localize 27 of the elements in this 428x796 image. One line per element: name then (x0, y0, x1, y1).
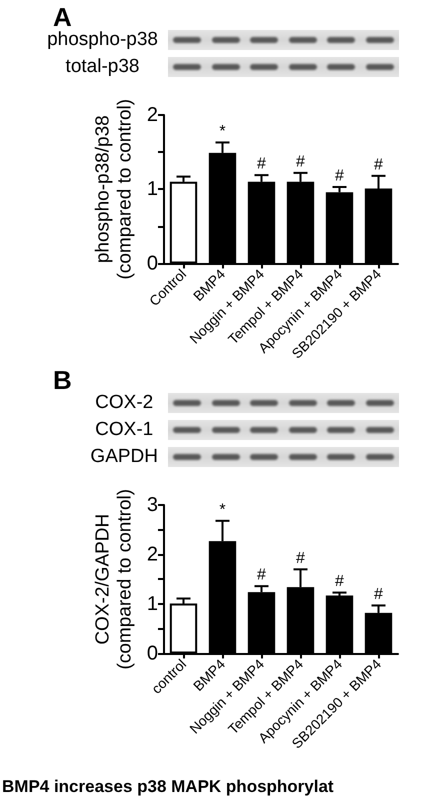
annotation: * (219, 501, 226, 518)
y-tick-label: 1 (146, 178, 158, 200)
annotation: # (374, 156, 384, 174)
chart-title: A (53, 2, 72, 32)
text: COX-2 (94, 392, 154, 415)
y-tick-label: 0 (146, 642, 158, 664)
y-tick-label: 1 (146, 592, 158, 615)
text: total-p38 (64, 56, 140, 79)
annotation: # (296, 153, 306, 170)
text: GAPDH (90, 446, 158, 469)
y-axis-title: phospho-p38/p38 (compared to control) (92, 98, 136, 280)
annotation: # (335, 573, 344, 590)
chart-title: B (53, 365, 72, 395)
y-tick-label: 0 (146, 252, 158, 274)
text: phospho-p38 (47, 29, 158, 52)
y-tick-label: 2 (146, 543, 158, 566)
y-axis-title: COX-2/GAPDH (compared to control) (92, 488, 136, 670)
annotation: # (296, 550, 306, 567)
text: COX-1 (94, 419, 154, 442)
annotation: # (374, 586, 384, 603)
annotation: * (219, 122, 226, 140)
annotation: # (257, 566, 266, 584)
annotation: # (335, 168, 344, 184)
y-tick-label: 3 (146, 494, 158, 516)
annotation: # (257, 156, 266, 173)
y-tick-label: 2 (146, 104, 158, 126)
text: BMP4 increases p38 MAPK phosphorylat (2, 777, 334, 796)
